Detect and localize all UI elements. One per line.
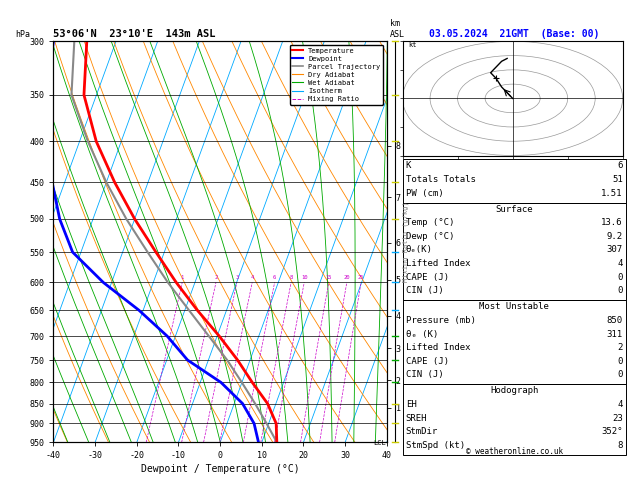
Text: 4: 4 <box>617 400 623 409</box>
Text: Hodograph: Hodograph <box>490 386 538 396</box>
Text: Surface: Surface <box>496 205 533 214</box>
Text: 3: 3 <box>235 275 238 280</box>
X-axis label: Dewpoint / Temperature (°C): Dewpoint / Temperature (°C) <box>141 465 299 474</box>
Text: Mixing Ratio (g/kg): Mixing Ratio (g/kg) <box>403 201 409 282</box>
Text: km
ASL: km ASL <box>390 19 405 39</box>
Text: θₑ (K): θₑ (K) <box>406 330 438 339</box>
Text: Most Unstable: Most Unstable <box>479 302 549 312</box>
Text: 13.6: 13.6 <box>601 218 623 227</box>
Legend: Temperature, Dewpoint, Parcel Trajectory, Dry Adiabat, Wet Adiabat, Isotherm, Mi: Temperature, Dewpoint, Parcel Trajectory… <box>289 45 383 105</box>
Text: 0: 0 <box>617 286 623 295</box>
Text: 25: 25 <box>358 275 364 280</box>
Text: 2: 2 <box>617 343 623 352</box>
Text: K: K <box>406 161 411 171</box>
Text: 0: 0 <box>617 357 623 366</box>
Text: © weatheronline.co.uk: © weatheronline.co.uk <box>465 447 563 456</box>
Text: 2: 2 <box>214 275 218 280</box>
Text: 311: 311 <box>606 330 623 339</box>
Text: θₑ(K): θₑ(K) <box>406 245 433 255</box>
Text: 6: 6 <box>273 275 276 280</box>
Text: 1: 1 <box>181 275 184 280</box>
Text: 4: 4 <box>250 275 254 280</box>
Text: 307: 307 <box>606 245 623 255</box>
Text: 9.2: 9.2 <box>606 232 623 241</box>
Text: 0: 0 <box>617 273 623 282</box>
Text: 1.51: 1.51 <box>601 189 623 198</box>
Text: hPa: hPa <box>16 30 31 39</box>
Text: Temp (°C): Temp (°C) <box>406 218 454 227</box>
Text: CAPE (J): CAPE (J) <box>406 357 448 366</box>
Text: 0: 0 <box>617 370 623 380</box>
Text: 51: 51 <box>612 175 623 184</box>
Text: 10: 10 <box>301 275 308 280</box>
Text: StmDir: StmDir <box>406 427 438 436</box>
Text: 352°: 352° <box>601 427 623 436</box>
Text: 8: 8 <box>617 441 623 450</box>
Text: 53°06'N  23°10'E  143m ASL: 53°06'N 23°10'E 143m ASL <box>53 29 216 39</box>
Text: 6: 6 <box>617 161 623 171</box>
Text: CAPE (J): CAPE (J) <box>406 273 448 282</box>
Text: CIN (J): CIN (J) <box>406 370 443 380</box>
Text: 15: 15 <box>326 275 332 280</box>
Text: 20: 20 <box>343 275 350 280</box>
Text: Dewp (°C): Dewp (°C) <box>406 232 454 241</box>
Text: 4: 4 <box>617 259 623 268</box>
Text: Totals Totals: Totals Totals <box>406 175 476 184</box>
Text: kt: kt <box>408 42 416 48</box>
Text: 8: 8 <box>289 275 292 280</box>
Text: PW (cm): PW (cm) <box>406 189 443 198</box>
Text: SREH: SREH <box>406 414 427 423</box>
Text: 23: 23 <box>612 414 623 423</box>
Text: StmSpd (kt): StmSpd (kt) <box>406 441 465 450</box>
Text: CIN (J): CIN (J) <box>406 286 443 295</box>
Text: Pressure (mb): Pressure (mb) <box>406 316 476 325</box>
Text: 850: 850 <box>606 316 623 325</box>
Text: Lifted Index: Lifted Index <box>406 343 470 352</box>
Text: LCL: LCL <box>373 440 386 446</box>
Text: EH: EH <box>406 400 416 409</box>
Text: 03.05.2024  21GMT  (Base: 00): 03.05.2024 21GMT (Base: 00) <box>429 29 599 39</box>
Text: Lifted Index: Lifted Index <box>406 259 470 268</box>
